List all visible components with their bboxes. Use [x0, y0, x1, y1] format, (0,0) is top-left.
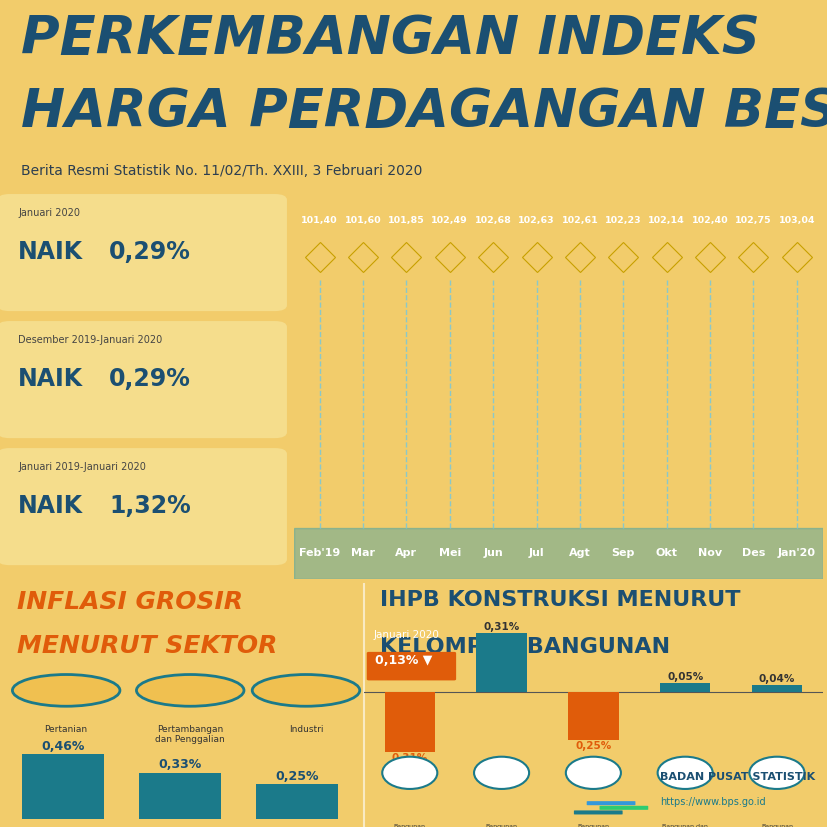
- Text: Feb'19: Feb'19: [299, 548, 340, 558]
- Text: Bangunan
Lainnya: Bangunan Lainnya: [761, 824, 793, 827]
- Text: 0,29%: 0,29%: [109, 366, 191, 390]
- Bar: [660, 683, 710, 692]
- Text: Mulai Januari 2020, IHPB
menggunakan tahun dasar (2018=100): Mulai Januari 2020, IHPB menggunakan tah…: [45, 198, 252, 222]
- Text: 1,32%: 1,32%: [109, 494, 191, 518]
- Text: Jun: Jun: [483, 548, 503, 558]
- Text: PERKEMBANGAN IHPB (2018 = 100): PERKEMBANGAN IHPB (2018 = 100): [332, 198, 694, 216]
- Text: 0,13% ▼: 0,13% ▼: [375, 653, 433, 667]
- Text: 101,40: 101,40: [301, 217, 338, 225]
- Text: 102,61: 102,61: [562, 217, 598, 225]
- Circle shape: [657, 757, 713, 789]
- Text: 102,14: 102,14: [648, 217, 685, 225]
- FancyBboxPatch shape: [0, 321, 287, 438]
- Text: Bangunan
Pekerjaan Umum
untuk
Pertanian: Bangunan Pekerjaan Umum untuk Pertanian: [475, 824, 528, 827]
- FancyBboxPatch shape: [366, 652, 457, 681]
- Text: 103,04: 103,04: [778, 217, 815, 225]
- FancyBboxPatch shape: [574, 810, 623, 815]
- Text: Nov: Nov: [698, 548, 722, 558]
- Text: 102,49: 102,49: [432, 217, 468, 225]
- Text: Mar: Mar: [351, 548, 375, 558]
- Text: 101,60: 101,60: [345, 217, 381, 225]
- Circle shape: [136, 675, 244, 706]
- Text: Industri: Industri: [289, 724, 323, 734]
- Text: 102,68: 102,68: [475, 217, 512, 225]
- Text: Okt: Okt: [656, 548, 677, 558]
- Text: Pertambangan
dan Penggalian: Pertambangan dan Penggalian: [155, 724, 225, 744]
- Text: 0,25%: 0,25%: [275, 770, 318, 782]
- Text: BADAN PUSAT STATISTIK: BADAN PUSAT STATISTIK: [660, 772, 815, 782]
- FancyBboxPatch shape: [586, 801, 635, 805]
- Text: Sep: Sep: [612, 548, 635, 558]
- Text: 0,25%: 0,25%: [576, 741, 611, 751]
- Text: 💡: 💡: [12, 198, 22, 216]
- Bar: [568, 692, 619, 740]
- Text: 0,33%: 0,33%: [158, 758, 202, 772]
- Bar: [139, 772, 221, 819]
- Text: INFLASI GROSIR: INFLASI GROSIR: [17, 590, 242, 614]
- Text: 102,75: 102,75: [735, 217, 772, 225]
- FancyBboxPatch shape: [0, 194, 287, 311]
- Bar: [22, 754, 103, 819]
- Circle shape: [474, 757, 529, 789]
- Text: Bangunan dan
Instalasi Listrik,
Gas, Air Minum,
dan Komunikasi: Bangunan dan Instalasi Listrik, Gas, Air…: [660, 824, 710, 827]
- Bar: [385, 692, 435, 752]
- Text: 0,29%: 0,29%: [109, 240, 191, 264]
- Text: Bangunan
Pekerjaan Umum
untuk Jalan,
Jembatan, dan
Pelabuhan: Bangunan Pekerjaan Umum untuk Jalan, Jem…: [566, 824, 620, 827]
- Text: 102,23: 102,23: [605, 217, 642, 225]
- Text: Agt: Agt: [569, 548, 590, 558]
- Text: 101,85: 101,85: [388, 217, 425, 225]
- Text: Apr: Apr: [395, 548, 418, 558]
- FancyBboxPatch shape: [600, 805, 648, 810]
- Circle shape: [382, 757, 437, 789]
- Text: HARGA PERDAGANGAN BESAR: HARGA PERDAGANGAN BESAR: [21, 85, 827, 137]
- Text: IHPB KONSTRUKSI MENURUT: IHPB KONSTRUKSI MENURUT: [380, 590, 741, 610]
- Text: NAIK: NAIK: [18, 494, 84, 518]
- Text: Januari 2019-Januari 2020: Januari 2019-Januari 2020: [18, 462, 146, 472]
- Text: NAIK: NAIK: [18, 240, 84, 264]
- FancyBboxPatch shape: [0, 448, 287, 565]
- Text: 0,31%: 0,31%: [484, 622, 519, 632]
- Text: Januari 2020: Januari 2020: [18, 208, 80, 218]
- Text: 102,40: 102,40: [691, 217, 729, 225]
- Bar: [752, 685, 802, 692]
- Text: Desember 2019-Januari 2020: Desember 2019-Januari 2020: [18, 335, 162, 345]
- Text: 0,46%: 0,46%: [41, 740, 84, 753]
- Text: Des: Des: [742, 548, 765, 558]
- Text: 0,05%: 0,05%: [667, 672, 703, 681]
- Text: Mei: Mei: [438, 548, 461, 558]
- Text: Pertanian: Pertanian: [45, 724, 88, 734]
- Bar: [476, 633, 527, 692]
- Text: KELOMPOK BANGUNAN: KELOMPOK BANGUNAN: [380, 637, 671, 657]
- Bar: [294, 528, 823, 579]
- Text: Jul: Jul: [528, 548, 544, 558]
- Text: Januari 2020: Januari 2020: [373, 629, 439, 639]
- Text: Bangunan
Tempat Tinggal
dan Bukan Tempat
Tinggal: Bangunan Tempat Tinggal dan Bukan Tempat…: [380, 824, 439, 827]
- Circle shape: [566, 757, 621, 789]
- Text: MENURUT SEKTOR: MENURUT SEKTOR: [17, 634, 277, 658]
- Text: PERKEMBANGAN INDEKS: PERKEMBANGAN INDEKS: [21, 13, 759, 65]
- Bar: [256, 784, 338, 819]
- Text: 0,31%: 0,31%: [392, 753, 428, 762]
- Circle shape: [749, 757, 805, 789]
- Text: 102,63: 102,63: [519, 217, 555, 225]
- Circle shape: [252, 675, 360, 706]
- Text: https://www.bps.go.id: https://www.bps.go.id: [660, 797, 766, 807]
- Text: Jan'20: Jan'20: [778, 548, 815, 558]
- Text: Berita Resmi Statistik No. 11/02/Th. XXIII, 3 Februari 2020: Berita Resmi Statistik No. 11/02/Th. XXI…: [21, 164, 422, 178]
- Circle shape: [12, 675, 120, 706]
- Text: 0,04%: 0,04%: [759, 674, 795, 684]
- Text: NAIK: NAIK: [18, 366, 84, 390]
